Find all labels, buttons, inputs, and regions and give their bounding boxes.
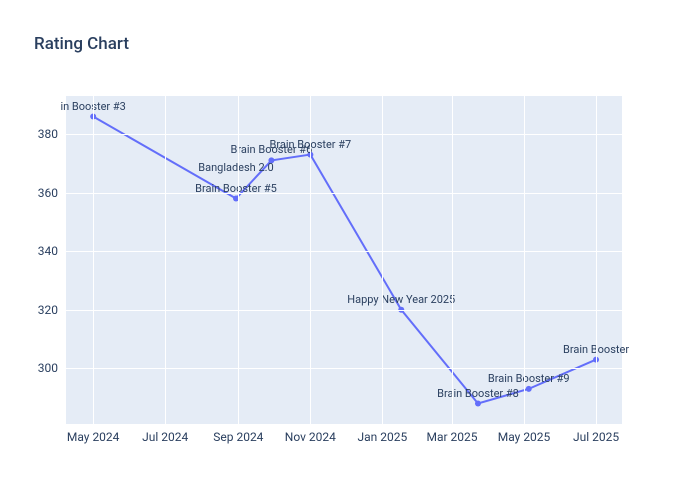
series-line (93, 117, 596, 404)
x-tick-label: Jan 2025 (357, 430, 407, 444)
x-tick-label: Mar 2025 (426, 430, 477, 444)
x-grid-line (165, 96, 166, 424)
chart-svg (0, 0, 700, 500)
x-grid-line (238, 96, 239, 424)
series-marker (526, 386, 532, 392)
x-tick-label: May 2025 (498, 430, 551, 444)
x-grid-line (382, 96, 383, 424)
x-tick-label: May 2024 (67, 430, 120, 444)
y-grid-line (66, 310, 622, 311)
x-tick-label: Sep 2024 (213, 430, 263, 444)
x-grid-line (310, 96, 311, 424)
x-grid-line (596, 96, 597, 424)
y-tick-label: 300 (38, 361, 58, 375)
point-label: Brain Booster #8 (437, 387, 519, 400)
y-tick-label: 380 (38, 127, 58, 141)
x-tick-label: Jul 2025 (573, 430, 619, 444)
y-tick-label: 320 (38, 303, 58, 317)
x-grid-line (452, 96, 453, 424)
x-tick-label: Jul 2024 (142, 430, 188, 444)
y-grid-line (66, 251, 622, 252)
point-label: Happy New Year 2025 (347, 293, 455, 306)
x-tick-label: Nov 2024 (285, 430, 336, 444)
y-grid-line (66, 134, 622, 135)
series-marker (475, 401, 481, 407)
x-grid-line (93, 96, 94, 424)
y-grid-line (66, 368, 622, 369)
y-grid-line (66, 193, 622, 194)
y-tick-label: 360 (38, 186, 58, 200)
point-label: Bangladesh 2.0 (198, 161, 274, 174)
y-tick-label: 340 (38, 244, 58, 258)
x-grid-line (524, 96, 525, 424)
point-label: Brain Booster #9 (488, 372, 570, 385)
